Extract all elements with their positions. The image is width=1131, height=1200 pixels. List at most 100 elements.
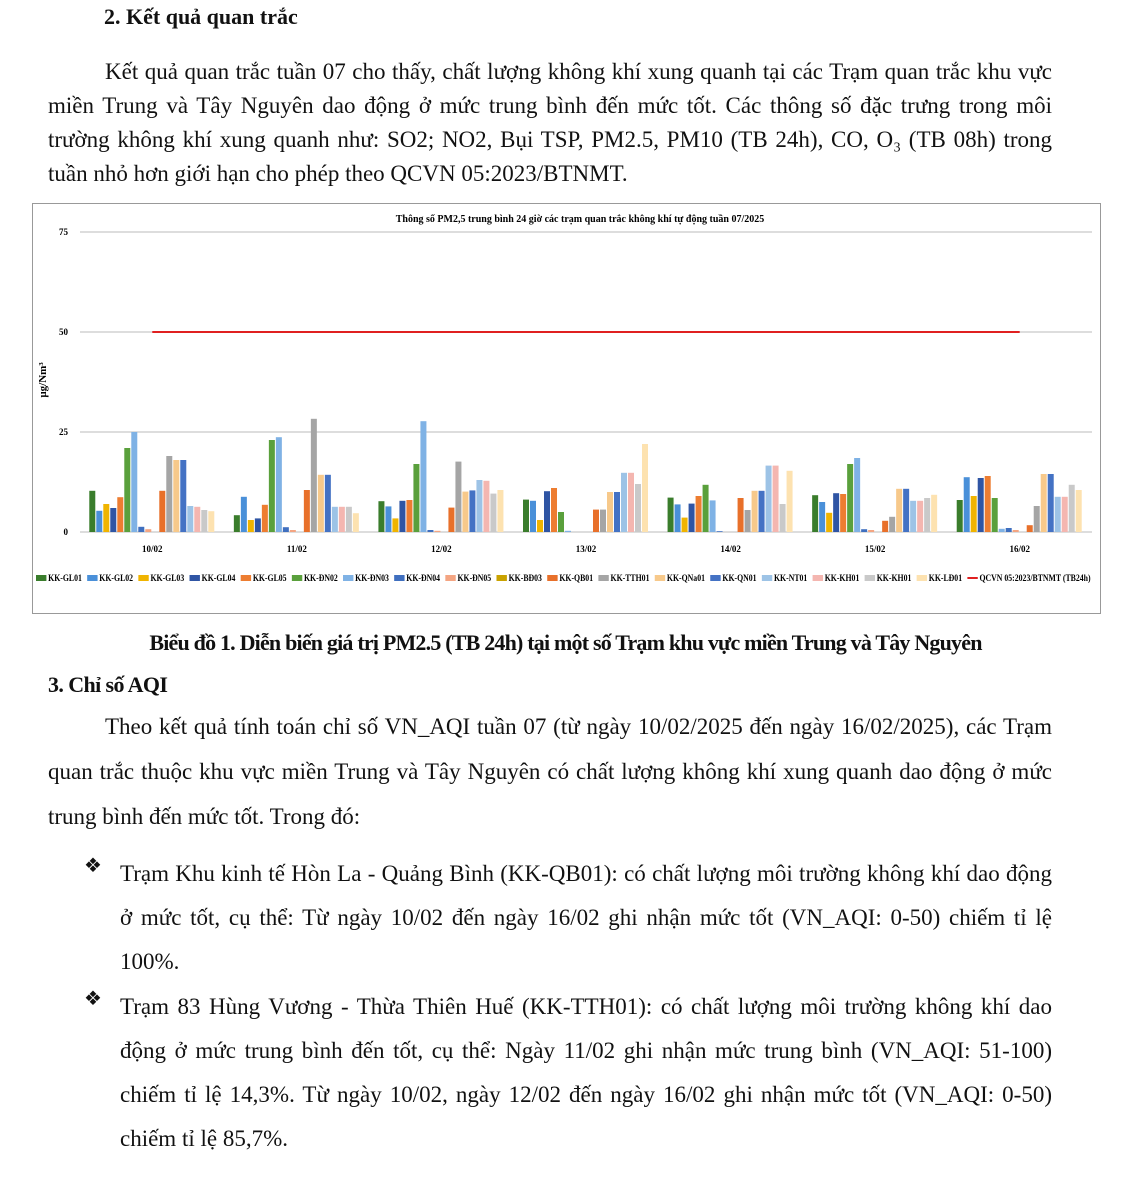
- caption: Biểu đồ 1. Diễn biến giá trị PM2.5 (TB 2…: [149, 630, 982, 655]
- legend-label: KK-GL01: [48, 572, 82, 583]
- bar: [786, 470, 793, 532]
- bar: [695, 496, 702, 532]
- bar: [607, 492, 613, 532]
- bar: [173, 460, 180, 532]
- y-tick-label: 0: [64, 527, 69, 537]
- y-tick-label: 25: [59, 427, 69, 437]
- bar: [840, 494, 847, 532]
- bar: [667, 497, 674, 532]
- bar: [931, 494, 938, 532]
- bar: [882, 520, 889, 532]
- legend-swatch: [343, 575, 354, 581]
- legend-swatch: [496, 575, 507, 581]
- bar: [338, 506, 345, 532]
- bar: [956, 500, 963, 532]
- bar: [261, 504, 268, 532]
- bar: [331, 506, 338, 532]
- x-tick-label: 12/02: [431, 544, 452, 554]
- legend-label: KK-BĐ03: [509, 572, 542, 583]
- x-tick-label: 15/02: [865, 544, 886, 554]
- bar: [558, 512, 564, 532]
- bar: [896, 488, 903, 532]
- bar: [469, 490, 476, 532]
- bar: [413, 464, 420, 532]
- bar: [1054, 496, 1061, 532]
- bar: [247, 520, 254, 532]
- x-tick-label: 13/02: [576, 544, 597, 554]
- legend-label: KK-GL05: [253, 572, 287, 583]
- bar: [674, 504, 681, 532]
- bar: [716, 531, 723, 532]
- legend-label: KK-QNa01: [667, 572, 705, 583]
- bar: [455, 461, 462, 532]
- bar: [317, 474, 324, 532]
- legend-swatch: [812, 575, 823, 581]
- legend-swatch: [240, 575, 252, 581]
- bar: [345, 506, 352, 532]
- legend-label: QCVN 05:2023/BTNMT (TB24h): [980, 572, 1091, 583]
- bar: [819, 502, 826, 532]
- bar: [765, 465, 772, 532]
- bar: [1047, 474, 1054, 532]
- legend-label: KK-KH01: [825, 572, 860, 583]
- bar: [117, 497, 124, 532]
- bar: [628, 472, 634, 532]
- legend-label: KK-ĐN02: [304, 572, 338, 583]
- bar: [483, 480, 490, 532]
- bullet-text: Trạm Khu kinh tế Hòn La - Quảng Bình (KK…: [120, 861, 1052, 974]
- bar: [392, 518, 399, 532]
- bar: [103, 504, 110, 532]
- bar: [903, 488, 910, 532]
- legend-swatch: [710, 575, 721, 581]
- legend-label: KK-LĐ01: [929, 572, 962, 583]
- bar: [427, 530, 434, 532]
- legend-swatch: [87, 575, 98, 581]
- bar: [476, 480, 483, 532]
- heading: 2. Kết quả quan trắc: [104, 4, 298, 29]
- x-tick-label: 10/02: [142, 544, 163, 554]
- bar: [159, 490, 166, 532]
- bar: [194, 506, 201, 532]
- legend-label: KK-GL02: [99, 572, 133, 583]
- bar: [324, 474, 331, 532]
- bar: [138, 526, 145, 532]
- bar: [1026, 525, 1033, 532]
- bar: [621, 472, 627, 532]
- bar: [1012, 530, 1019, 532]
- x-tick-label: 14/02: [720, 544, 741, 554]
- bullet-icon: ❖: [84, 988, 102, 1010]
- bar: [861, 529, 868, 532]
- chart-title: Thông số PM2,5 trung bình 24 giờ các trạ…: [396, 214, 765, 225]
- y-tick-label: 50: [59, 327, 69, 337]
- bar: [254, 518, 261, 532]
- bar: [833, 493, 840, 532]
- bar: [124, 448, 131, 532]
- bar: [593, 509, 599, 532]
- bar: [462, 491, 469, 532]
- bar: [963, 477, 970, 532]
- bar: [180, 460, 187, 532]
- bar: [1075, 490, 1082, 532]
- bar: [352, 513, 359, 532]
- paragraph: Kết quả quan trắc tuần 07 cho thấy, chất…: [48, 59, 1052, 186]
- bar: [96, 510, 103, 532]
- legend-swatch: [598, 575, 609, 581]
- heading: 3. Chỉ số AQI: [48, 672, 168, 697]
- y-tick-label: 75: [59, 227, 69, 237]
- bar: [984, 476, 991, 532]
- bar: [600, 509, 606, 532]
- legend-swatch: [445, 575, 456, 581]
- bar: [275, 437, 282, 532]
- bar: [110, 508, 117, 532]
- bar: [420, 421, 427, 532]
- legend-label: KK-QN01: [722, 572, 756, 583]
- legend: KK-GL01 KK-GL02 KK-GL03 KK-GL04 KK-GL05 KK-ĐN…: [36, 572, 1091, 583]
- bar: [868, 530, 875, 532]
- bar: [826, 512, 833, 532]
- bar: [1040, 474, 1047, 532]
- bar: [187, 506, 194, 532]
- bar: [544, 491, 550, 532]
- x-tick-label: 16/02: [1009, 544, 1030, 554]
- bar: [812, 495, 819, 532]
- bar: [772, 465, 779, 532]
